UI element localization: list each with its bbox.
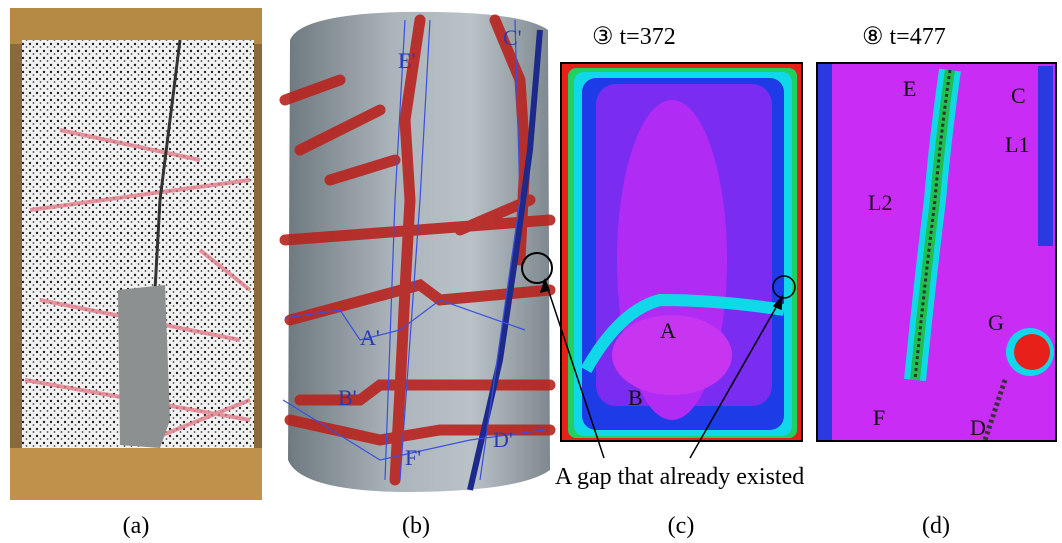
annotation: E [903, 76, 916, 101]
annotation: L2 [868, 190, 892, 215]
annotation: L1 [1005, 132, 1029, 157]
strain-map-c [560, 62, 803, 442]
panel-title: ③ t=372 [592, 24, 676, 50]
panel-title: ⑧ t=477 [862, 24, 946, 50]
panel-label: (a) [123, 513, 150, 539]
annotation: F [873, 405, 885, 430]
strain-map-d [816, 62, 1057, 442]
annotation: B' [338, 385, 357, 410]
annotation: B [628, 385, 643, 410]
panel-label: (c) [668, 513, 695, 539]
annotation: D [970, 415, 986, 440]
callout-text: A gap that already existed [555, 464, 804, 490]
photo-a [10, 8, 262, 500]
annotation: C' [503, 25, 522, 50]
annotation: D' [493, 427, 513, 452]
annotation: E' [398, 48, 415, 73]
annotation: A' [360, 325, 380, 350]
annotation: G [988, 310, 1004, 335]
photo-b [276, 5, 556, 495]
annotation: A [660, 318, 676, 343]
annotation: C [1011, 83, 1026, 108]
panel-label: (b) [402, 513, 430, 539]
annotation: F' [405, 445, 421, 470]
figure: E' C' A' B' F' D' ③ t=372 A B ⑧ t=477 E … [0, 0, 1062, 543]
panel-label: (d) [922, 513, 950, 539]
